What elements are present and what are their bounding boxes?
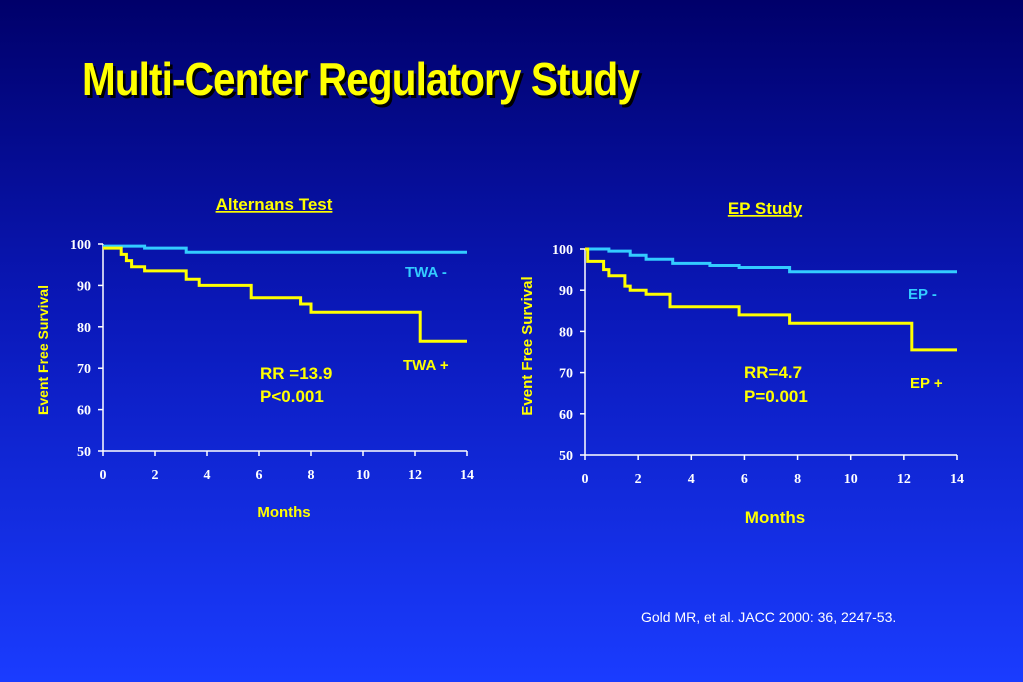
legend-ep-positive: EP + [910,375,943,392]
legend-ep-negative: EP - [908,286,937,303]
y-tick-label: 100 [552,243,573,258]
chart-title: Alternans Test [216,195,333,214]
y-tick-label: 90 [559,284,573,299]
y-tick-label: 70 [77,362,91,377]
y-tick-label: 90 [77,279,91,294]
y-tick-label: 100 [70,238,91,253]
legend-twa-positive: TWA + [403,357,449,374]
x-tick-label: 10 [844,472,858,487]
x-tick-label: 4 [204,468,211,483]
stat-rr: RR =13.9 [260,364,332,383]
x-tick-label: 10 [356,468,370,483]
legend-twa-negative: TWA - [405,264,447,281]
series-line-ep-positive [585,247,957,352]
x-tick-label: 2 [635,472,642,487]
x-tick-label: 6 [256,468,263,483]
series-line-twa-positive [103,246,467,343]
x-tick-label: 12 [897,472,911,487]
y-axis-label: Event Free Survival [519,276,536,415]
stat-p: P=0.001 [744,387,808,406]
x-tick-label: 4 [688,472,695,487]
x-tick-label: 14 [950,472,964,487]
y-tick-label: 70 [559,367,573,382]
chart-ep-study: EP Study Event Free Survival Months RR=4… [519,199,964,527]
chart-title: EP Study [728,199,803,218]
x-tick-label: 12 [408,468,422,483]
y-tick-label: 60 [559,408,573,423]
x-tick-label: 8 [794,472,801,487]
series-line-twa-negative [103,244,467,254]
x-tick-label: 14 [460,468,474,483]
x-tick-label: 8 [308,468,315,483]
y-tick-label: 80 [559,325,573,340]
x-tick-label: 0 [582,472,589,487]
chart-alternans-test: Alternans Test Event Free Survival Month… [35,195,474,521]
slide-title: Multi-Center Regulatory Study [82,53,640,105]
y-tick-label: 50 [559,449,573,464]
stat-p: P<0.001 [260,387,324,406]
series-line-ep-negative [585,247,957,274]
y-tick-label: 60 [77,404,91,419]
y-tick-label: 50 [77,445,91,460]
x-tick-label: 2 [152,468,159,483]
x-tick-label: 0 [100,468,107,483]
citation: Gold MR, et al. JACC 2000: 36, 2247-53. [641,609,897,625]
x-tick-label: 6 [741,472,748,487]
stat-rr: RR=4.7 [744,363,802,382]
y-axis-label: Event Free Survival [35,285,51,415]
x-axis-label: Months [257,504,310,521]
y-tick-label: 80 [77,321,91,336]
x-axis-label: Months [745,508,805,527]
